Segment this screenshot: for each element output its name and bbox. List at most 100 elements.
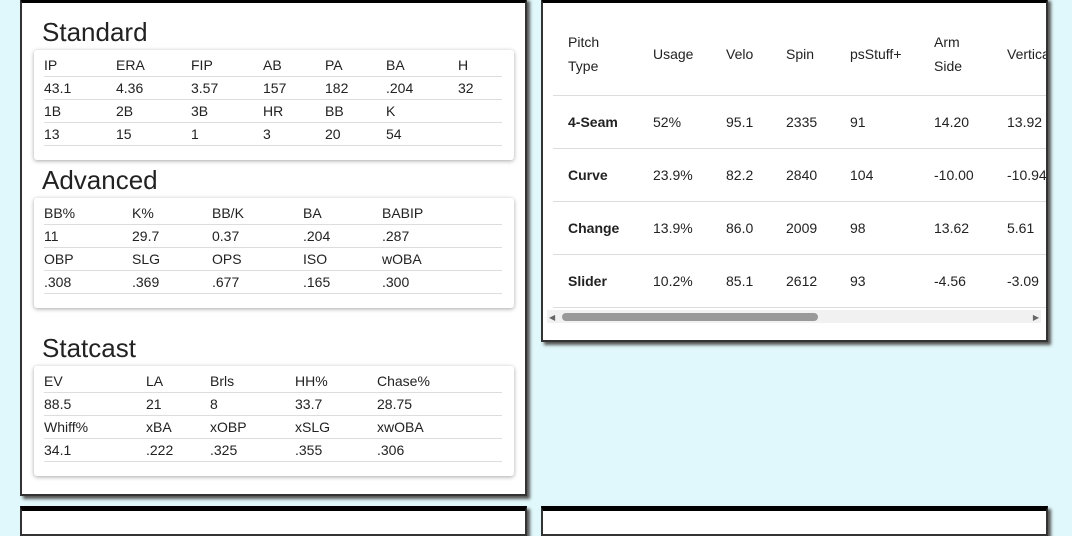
stat-label: xBA (146, 419, 172, 435)
stat-value: 21 (146, 396, 162, 412)
pitch-value: -10.94 (1007, 167, 1047, 183)
stat-value: .204 (386, 80, 414, 96)
pitch-name: Curve (568, 167, 608, 183)
panel (541, 506, 1048, 536)
stat-label: H (458, 57, 469, 73)
stats-table: BB% K% BB/K BA BABIP 11 29.7 0.37 .204 .287 OBP SLG… (34, 198, 514, 308)
stat-label: BA (303, 205, 322, 221)
pitch-name: Slider (568, 273, 607, 289)
scrollbar[interactable]: ◀ ▶ (547, 310, 1041, 323)
stat-value: 20 (325, 126, 341, 142)
pitch-value: 14.20 (934, 114, 970, 130)
pitch-value: 2335 (786, 114, 818, 130)
pitch-value: -4.56 (934, 273, 966, 289)
table-header: Pitch Type Usage Velo Spin psStuff+ Arm Side V… (553, 13, 1046, 96)
pitch-value: -3.09 (1007, 273, 1039, 289)
stat-label: K% (132, 205, 154, 221)
pitch-panel: ◀ ▶ Pitch Type Usage Velo Spin psStuff+ Arm S… (541, 0, 1048, 342)
stat-value: 4.36 (116, 80, 144, 96)
stat-label: xwOBA (377, 419, 424, 435)
scroll-right[interactable]: ▶ (1032, 313, 1039, 322)
pitch-value: 23.9% (653, 167, 693, 183)
value-row: 88.5 21 8 33.7 28.75 (44, 392, 502, 416)
stat-value: 3.57 (191, 80, 219, 96)
stat-label: xOBP (210, 419, 247, 435)
value-row: 43.1 4.36 3.57 157 182 .204 32 (44, 76, 502, 100)
header-row: OBP SLG OPS ISO wOBA (44, 247, 502, 271)
stat-label: PA (325, 57, 343, 73)
stat-label: OBP (44, 251, 74, 267)
pitch-value: 2009 (786, 220, 818, 236)
scroll-thumb[interactable] (562, 313, 818, 321)
column-header: Vertical (1007, 46, 1046, 62)
stat-label: BB% (44, 205, 76, 221)
header-row: Whiff% xBA xOBP xSLG xwOBA (44, 415, 502, 439)
pitch-value: 52% (653, 114, 682, 130)
pitch-value: 2840 (786, 167, 818, 183)
pitch-row: Curve 23.9% 82.2 2840 104 -10.00 -10.94 (553, 149, 1047, 202)
pitch-value: 82.2 (726, 167, 754, 183)
stat-label: HH% (295, 373, 328, 389)
stat-value: 34.1 (44, 442, 72, 458)
stat-value: .369 (132, 274, 160, 290)
stat-value: 15 (116, 126, 132, 142)
stat-value: 11 (44, 228, 59, 244)
pitch-value: 91 (850, 114, 866, 130)
stat-label: 1B (44, 103, 62, 119)
stats-panel: Standard IP ERA FIP AB PA BA H 43.1 4.36 3.57 157 18… (20, 0, 527, 496)
pitch-row: Change 13.9% 86.0 2009 98 13.62 5.61 (553, 202, 1046, 255)
stat-label: BABIP (382, 205, 424, 221)
pitch-row: 4-Seam 52% 95.1 2335 91 14.20 13.92 (553, 96, 1046, 149)
pitch-value: -10.00 (934, 167, 974, 183)
pitch-value: 13.62 (934, 220, 970, 236)
stat-value: .306 (377, 442, 405, 458)
stat-label: ISO (303, 251, 328, 267)
pitch-name: 4-Seam (568, 114, 618, 130)
pitch-value: 85.1 (726, 273, 754, 289)
value-row: 13 15 1 3 20 54 (44, 122, 502, 146)
pitch-value: 86.0 (726, 220, 754, 236)
stat-value: 157 (263, 80, 287, 96)
pitch-value: 13.9% (653, 220, 693, 236)
pitch-name: Change (568, 220, 620, 236)
pitch-value: 95.1 (726, 114, 754, 130)
stat-value: .287 (382, 228, 410, 244)
pitch-value: 13.92 (1007, 114, 1043, 130)
stat-value: 8 (210, 396, 218, 412)
column-header: Spin (786, 46, 815, 62)
stat-value: 182 (325, 80, 349, 96)
stat-label: OPS (212, 251, 242, 267)
stats-table: EV LA Brls HH% Chase% 88.5 21 8 33.7 28.75 Whiff% x… (34, 366, 514, 476)
value-row: .308 .369 .677 .165 .300 (44, 270, 502, 294)
section-title: Standard (42, 17, 148, 47)
pitch-row: Slider 10.2% 85.1 2612 93 -4.56 -3.09 (553, 255, 1046, 308)
header-row: 1B 2B 3B HR BB K (44, 99, 502, 123)
stat-value: .204 (303, 228, 331, 244)
stat-value: 43.1 (44, 80, 72, 96)
stat-value: .222 (146, 442, 174, 458)
stat-label: xSLG (295, 419, 331, 435)
pitch-value: 5.61 (1007, 220, 1035, 236)
stat-label: Whiff% (44, 419, 89, 435)
section-title: Statcast (42, 333, 136, 363)
stat-value: .355 (295, 442, 323, 458)
stat-label: wOBA (382, 251, 422, 267)
scroll-left[interactable]: ◀ (549, 313, 556, 322)
stat-value: .677 (212, 274, 240, 290)
stat-value: 3 (263, 126, 271, 142)
stat-value: 28.75 (377, 396, 413, 412)
stat-label: EV (44, 373, 63, 389)
pitch-value: 104 (850, 167, 874, 183)
panel (20, 506, 527, 536)
stat-label: LA (146, 373, 164, 389)
stat-value: .325 (210, 442, 238, 458)
column-header: Pitch Type (568, 34, 600, 74)
column-header: Usage (653, 46, 694, 62)
column-header: Arm Side (934, 34, 963, 74)
stat-value: .165 (303, 274, 331, 290)
stat-label: BB/K (212, 205, 244, 221)
stat-value: .308 (44, 274, 72, 290)
value-row: 34.1 .222 .325 .355 .306 (44, 438, 502, 462)
stat-label: BB (325, 103, 344, 119)
stat-value: 33.7 (295, 396, 323, 412)
